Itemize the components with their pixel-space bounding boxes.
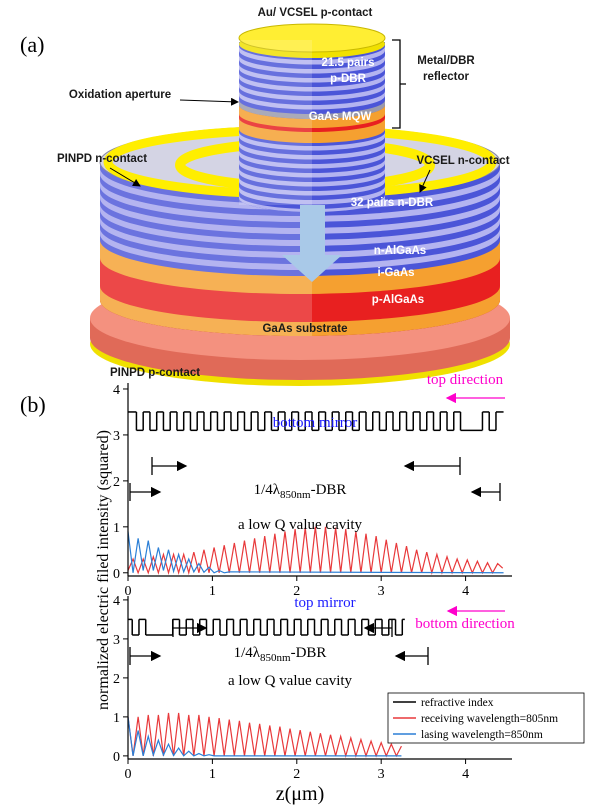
- label: 32 pairs n-DBR: [351, 197, 434, 209]
- x-tick-label: 4: [462, 584, 469, 599]
- y-axis-label: normalized electric filed intensity (squ…: [95, 430, 112, 710]
- x-tick-label: 4: [462, 767, 469, 782]
- y-tick-label: 0: [113, 567, 120, 582]
- label: Metal/DBR: [417, 55, 475, 67]
- annotation-text: bottom mirror: [273, 415, 358, 431]
- field-line: [128, 531, 504, 572]
- annotation: top direction: [427, 372, 504, 388]
- annotation-tail: -DBR: [291, 645, 327, 661]
- label: n-AlGaAs: [374, 245, 426, 257]
- y-tick-label: 1: [113, 711, 120, 726]
- label: Oxidation aperture: [69, 89, 171, 101]
- label: PINPD n-contact: [57, 153, 147, 165]
- legend-label: refractive index: [421, 697, 494, 709]
- y-tick-label: 3: [113, 633, 120, 648]
- annotation-sub: 850nm: [260, 652, 291, 664]
- x-tick-label: 3: [378, 767, 385, 782]
- annotation-text: a low Q value cavity: [228, 673, 353, 689]
- label: VCSEL n-contact: [416, 155, 509, 167]
- bracket: [392, 40, 406, 128]
- annotation-text: a low Q value cavity: [238, 517, 363, 533]
- annotation-text: bottom direction: [415, 616, 515, 632]
- label: PINPD p-contact: [110, 367, 200, 379]
- annotation: a low Q value cavity: [228, 673, 353, 689]
- annotation-sub: 850nm: [280, 489, 311, 501]
- device-illustration: (a) Au/ VCSEL p-contact Metal/DBR reflec…: [20, 7, 510, 386]
- y-tick-label: 1: [113, 521, 120, 536]
- figure: (a) Au/ VCSEL p-contact Metal/DBR reflec…: [0, 0, 589, 806]
- annotation: bottom mirror: [273, 415, 358, 431]
- annotation: bottom direction: [415, 616, 515, 632]
- annotation: top mirror: [294, 595, 355, 611]
- pillar-cut-face: [239, 40, 312, 205]
- annotation-text: 1/4λ: [254, 482, 281, 498]
- y-tick-label: 2: [113, 672, 120, 687]
- x-tick-label: 0: [125, 767, 132, 782]
- label: p-DBR: [330, 73, 366, 85]
- panel-label: (b): [20, 392, 46, 417]
- annotation-tail: -DBR: [311, 482, 347, 498]
- annotation: a low Q value cavity: [238, 517, 363, 533]
- label: p-AlGaAs: [372, 294, 424, 306]
- panel-label: (a): [20, 32, 44, 57]
- y-tick-label: 4: [113, 594, 120, 609]
- field-line: [128, 527, 503, 573]
- label: GaAs MQW: [309, 111, 372, 123]
- x-axis-label: z(μm): [276, 783, 324, 805]
- label: i-GaAs: [377, 267, 414, 279]
- pointer: [180, 100, 238, 102]
- x-tick-label: 1: [209, 767, 216, 782]
- annotation-text: top mirror: [294, 595, 355, 611]
- x-tick-label: 1: [209, 584, 216, 599]
- y-tick-label: 0: [113, 750, 120, 765]
- page: (a) Au/ VCSEL p-contact Metal/DBR reflec…: [0, 0, 589, 806]
- y-tick-label: 4: [113, 383, 120, 398]
- x-tick-label: 3: [378, 584, 385, 599]
- annotation-text: top direction: [427, 372, 504, 388]
- label: 21.5 pairs: [321, 57, 374, 69]
- label: Au/ VCSEL p-contact: [258, 7, 373, 19]
- annotation-text: 1/4λ: [234, 645, 261, 661]
- label: reflector: [423, 71, 470, 83]
- label: GaAs substrate: [262, 323, 347, 335]
- annotation: 1/4λ850nm-DBR: [254, 482, 347, 501]
- y-tick-label: 2: [113, 475, 120, 490]
- annotation: 1/4λ850nm-DBR: [234, 645, 327, 664]
- field-line: [128, 713, 401, 756]
- field-line: [128, 717, 401, 756]
- legend-label: receiving wavelength=805nm: [421, 713, 558, 725]
- x-tick-label: 2: [293, 767, 300, 782]
- legend-label: lasing wavelength=850nm: [421, 729, 543, 741]
- y-tick-label: 3: [113, 429, 120, 444]
